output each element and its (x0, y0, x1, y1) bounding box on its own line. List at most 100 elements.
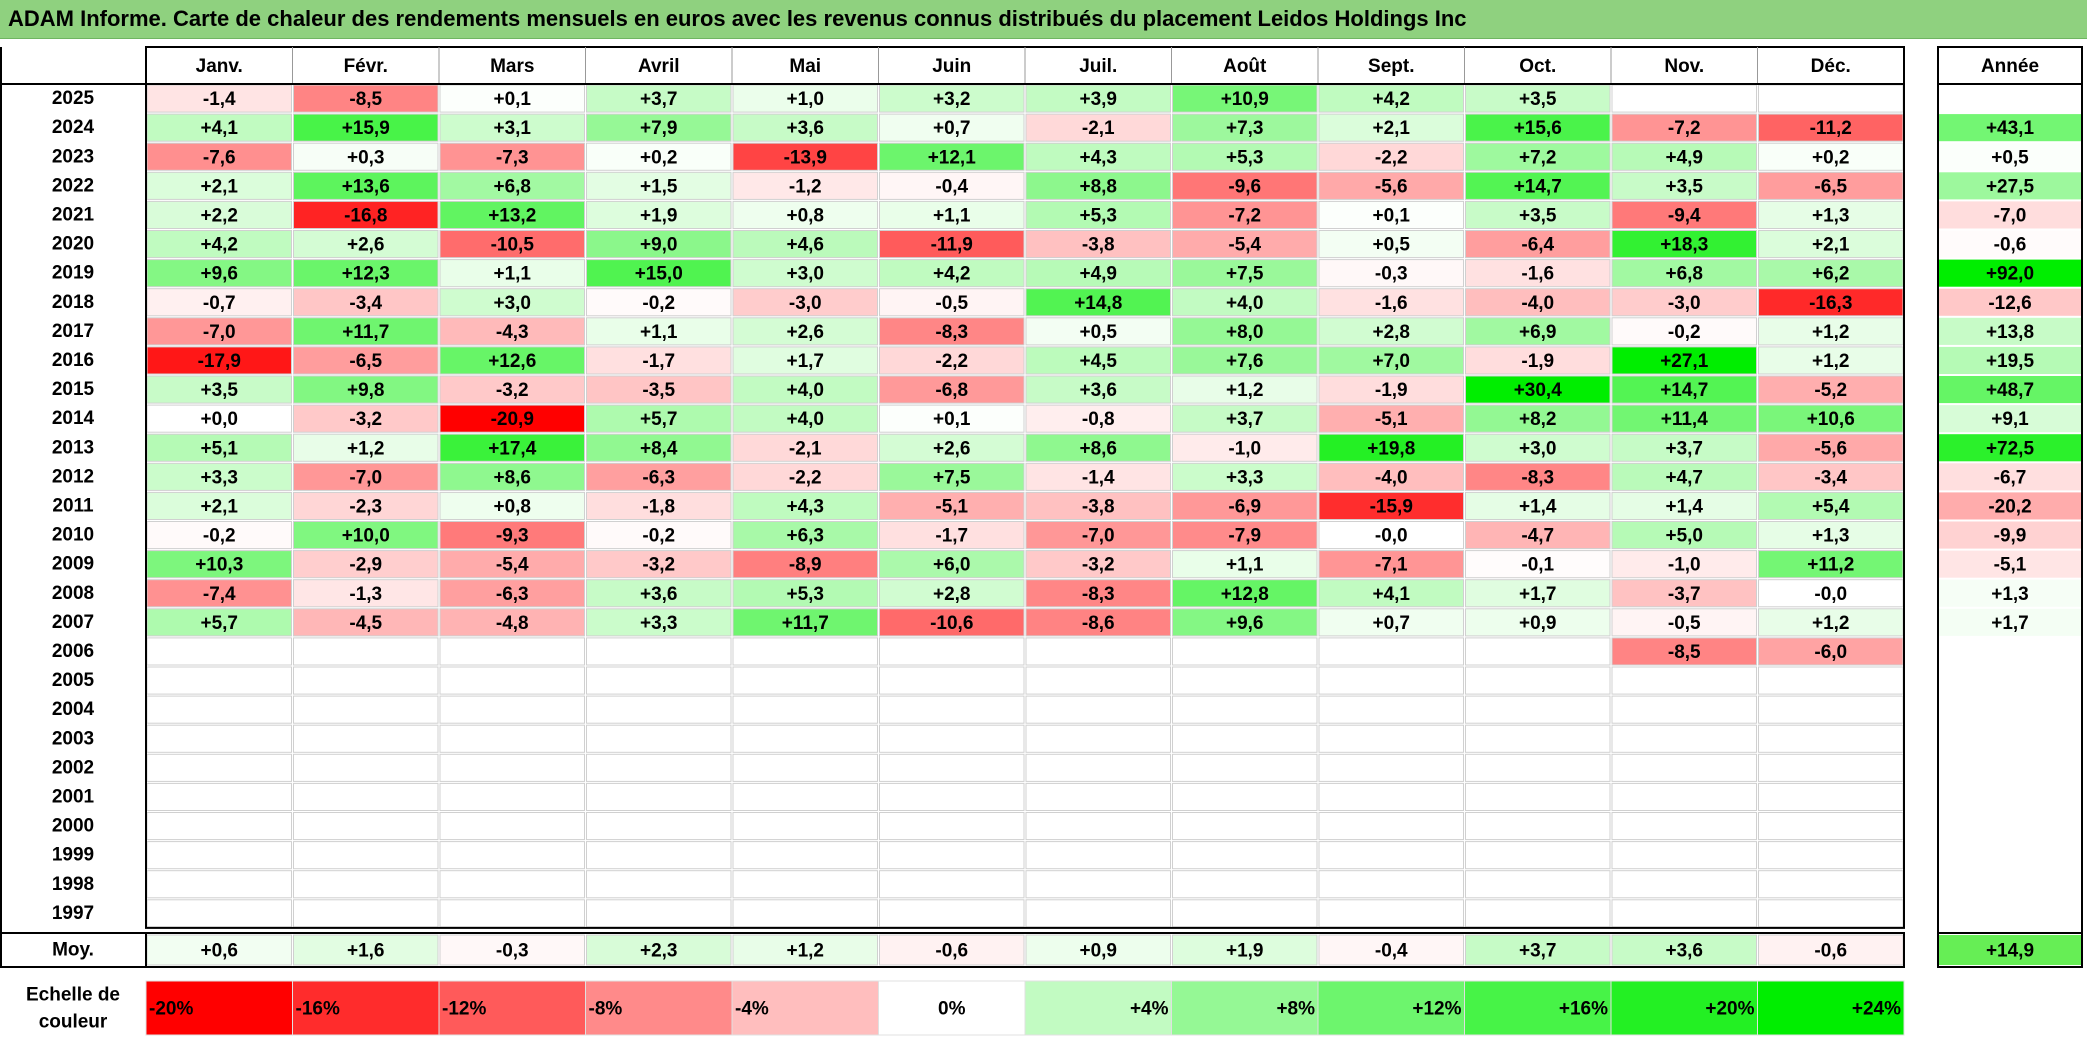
average-cell-value: +1,9 (1226, 941, 1264, 962)
row-year-label: 2007 (52, 612, 94, 633)
heat-cell (1025, 113, 1171, 142)
heat-cell (1758, 782, 1904, 812)
annual-cell (1939, 230, 2081, 258)
heat-cell (586, 491, 732, 520)
scale-step-label: +16% (1559, 999, 1608, 1020)
heat-cell (439, 142, 585, 171)
heat-cell-value: +7,6 (1226, 351, 1264, 372)
heat-cell-value: -17,9 (198, 351, 241, 372)
heat-cell (1465, 84, 1611, 113)
heat-cell-value: +2,8 (933, 584, 971, 605)
annual-cell (1939, 550, 2081, 578)
heat-cell-value: -5,4 (1228, 235, 1261, 256)
heat-cell (146, 404, 292, 433)
heat-cell-value: +2,1 (200, 496, 238, 517)
heat-cell-value: +9,0 (640, 235, 678, 256)
heat-cell (732, 462, 878, 491)
heat-cell-value: +8,8 (1079, 176, 1117, 197)
heat-cell-value: -6,0 (1814, 642, 1847, 663)
heat-cell-value: +11,7 (782, 613, 829, 634)
heat-cell-value: -0,4 (935, 176, 968, 197)
average-cell-value: -0,4 (1375, 941, 1408, 962)
heat-cell-value: -0,5 (935, 293, 968, 314)
heat-cell-value: -8,3 (1082, 584, 1115, 605)
heat-cell (1611, 841, 1757, 870)
heat-cell (879, 84, 1025, 113)
heat-cell (1465, 404, 1611, 433)
heat-cell (879, 433, 1025, 462)
heat-cell (146, 666, 292, 695)
heat-cell (1172, 346, 1318, 375)
heat-cell (1025, 200, 1171, 229)
heat-cell (1465, 142, 1611, 171)
heat-cell (732, 550, 878, 579)
heat-cell (1172, 550, 1318, 579)
heat-cell (1465, 782, 1611, 812)
title-bar: ADAM Informe. Carte de chaleur des rende… (0, 0, 2087, 39)
annual-cell (1939, 201, 2081, 229)
heat-cell-value: +12,1 (928, 147, 977, 168)
heat-cell (1025, 666, 1171, 695)
heat-cell-value: -3,0 (789, 293, 822, 314)
heat-cell (1758, 433, 1904, 462)
heat-cell (1025, 637, 1171, 666)
heat-cell-value: +1,0 (786, 89, 824, 110)
heat-cell-value: +1,3 (1812, 205, 1850, 226)
heat-cell (439, 753, 585, 782)
heat-cell (1611, 142, 1757, 171)
heat-cell-value: +7,5 (1226, 264, 1264, 285)
heat-cell (1025, 753, 1171, 782)
heat-cell (1025, 521, 1171, 550)
row-year-label: 2004 (52, 699, 95, 720)
annual-cell-value: +48,7 (1986, 380, 2034, 401)
heat-cell-value: +1,5 (640, 176, 678, 197)
heat-cell-value: +1,2 (1812, 613, 1850, 634)
heat-cell-value: +11,2 (1807, 555, 1854, 576)
heat-cell (1318, 200, 1464, 229)
heat-cell (1758, 404, 1904, 433)
heat-cell (1758, 84, 1904, 113)
heat-cell (1611, 113, 1757, 142)
heat-cell-value: +10,0 (342, 526, 390, 547)
heat-cell (586, 608, 732, 637)
heat-cell (146, 899, 292, 928)
heat-cell-value: -3,2 (642, 555, 675, 576)
heat-cell (879, 230, 1025, 259)
heat-cell (1758, 550, 1904, 579)
heat-cell (293, 608, 439, 637)
heat-cell (1025, 550, 1171, 579)
heat-cell (1611, 346, 1757, 375)
annual-cell-value: +0,5 (1991, 147, 2029, 168)
heat-cell (1465, 870, 1611, 899)
heat-cell-value: +8,6 (493, 467, 531, 488)
heat-cell (439, 841, 585, 870)
scale-step-label: -16% (296, 999, 340, 1020)
heat-cell-value: +8,4 (640, 438, 678, 459)
heat-cell-value: +8,6 (1079, 438, 1117, 459)
heat-cell-value: -6,8 (935, 380, 968, 401)
heat-cell (1465, 608, 1611, 637)
heat-cell (1758, 171, 1904, 200)
heat-cell-value: -5,6 (1375, 176, 1408, 197)
heat-cell-value: -1,6 (1375, 293, 1408, 314)
heat-cell (1611, 200, 1757, 229)
heat-cell-value: +5,4 (1812, 496, 1850, 517)
heat-cell (146, 346, 292, 375)
heat-cell-value: +4,1 (200, 118, 238, 139)
heat-cell (1172, 171, 1318, 200)
heat-cell (439, 317, 585, 346)
heat-cell (732, 288, 878, 317)
heat-cell (293, 491, 439, 520)
heat-cell-value: -3,5 (642, 380, 675, 401)
heat-cell-value: +3,6 (786, 118, 824, 139)
heat-cell (586, 695, 732, 724)
heat-cell (1758, 579, 1904, 608)
average-border (145, 932, 1905, 968)
heat-cell (586, 782, 732, 812)
heat-cell-value: +1,1 (640, 322, 678, 343)
heat-cell (1611, 753, 1757, 782)
heat-cell (879, 171, 1025, 200)
heat-cell (1758, 666, 1904, 695)
heat-cell-value: -7,3 (496, 147, 529, 168)
heat-cell-value: -2,2 (935, 351, 968, 372)
